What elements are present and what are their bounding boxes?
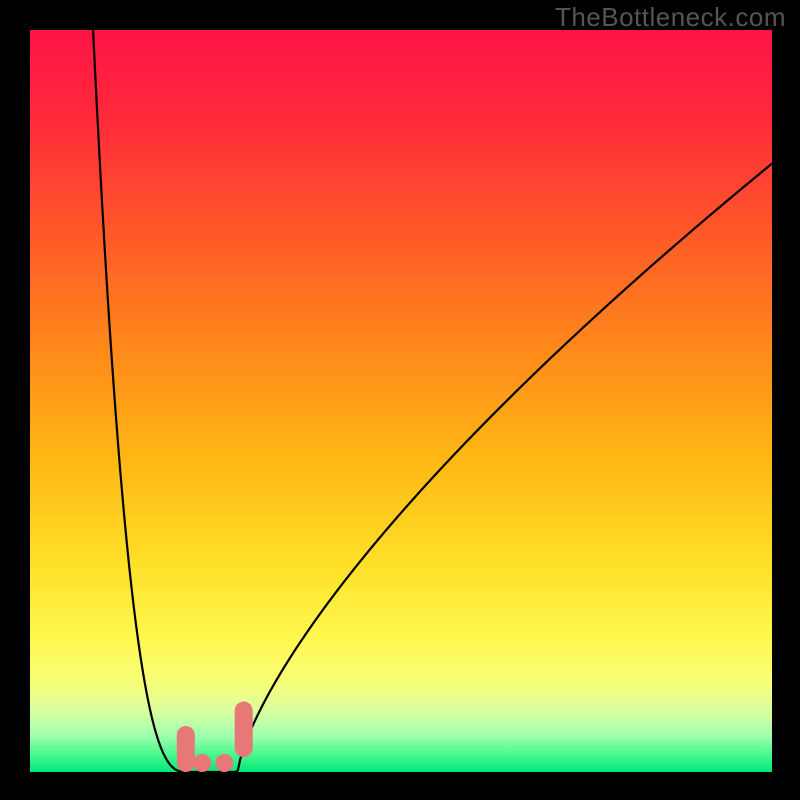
bottleneck-curve: [93, 30, 772, 772]
attribution-text: TheBottleneck.com: [555, 2, 786, 33]
chart-stage: TheBottleneck.com: [0, 0, 800, 800]
plot-area: [30, 30, 772, 772]
dip-marker: [177, 726, 195, 772]
dip-marker: [235, 702, 253, 758]
chart-svg: [30, 30, 772, 772]
dip-marker: [215, 754, 233, 772]
dip-marker: [193, 754, 211, 772]
